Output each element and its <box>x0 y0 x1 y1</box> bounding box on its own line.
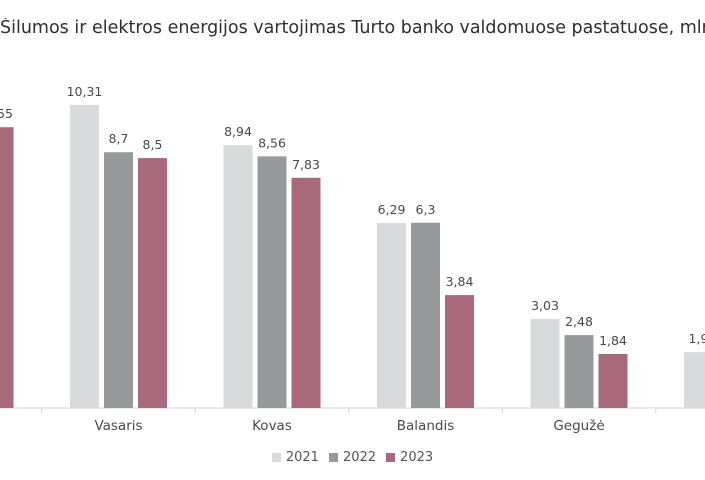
legend-swatch <box>328 453 338 462</box>
data-label: 8,94 <box>224 124 252 139</box>
x-tick-label: Kovas <box>252 418 292 434</box>
legend-item-2022: 2022 <box>328 450 377 465</box>
bar-2021-3 <box>377 223 406 408</box>
data-label: 8,5 <box>143 137 163 152</box>
bar-2021-5 <box>684 352 705 408</box>
bar-2022-2 <box>257 156 287 408</box>
data-label: 2,48 <box>565 314 593 329</box>
data-label: 9,55 <box>0 106 13 121</box>
bar-2023-1 <box>138 158 167 408</box>
x-tick-label: Balandis <box>397 418 454 434</box>
legend-label: 2021 <box>285 450 319 465</box>
legend-label: 2023 <box>400 450 434 465</box>
bar-2021-2 <box>223 145 253 408</box>
x-tick-label: Gegužė <box>553 418 604 434</box>
bar-2022-1 <box>104 152 133 408</box>
legend-item-2023: 2023 <box>386 450 433 465</box>
data-label: 8,7 <box>109 131 129 146</box>
legend-item-2021: 2021 <box>271 450 319 465</box>
chart-title: Šilumos ir elektros energijos vartojimas… <box>0 18 705 38</box>
data-label: 1,9 <box>689 331 705 346</box>
bar-2021-4 <box>530 318 560 408</box>
bar-2022-4 <box>564 335 594 408</box>
bar-2023-2 <box>291 177 321 408</box>
bar-2023-0 <box>0 127 14 408</box>
legend-swatch <box>271 453 281 462</box>
legend-label: 2022 <box>342 450 377 465</box>
data-label: 10,31 <box>67 84 103 99</box>
data-label: 7,83 <box>292 157 320 172</box>
x-tick-label: Vasaris <box>94 418 142 434</box>
data-label: 3,84 <box>446 274 474 289</box>
data-label: 6,29 <box>378 202 406 217</box>
data-label: 1,84 <box>599 333 627 348</box>
bar-2021-1 <box>70 104 99 409</box>
legend-swatch <box>386 453 396 462</box>
bar-2023-3 <box>445 295 474 408</box>
bar-2023-4 <box>598 353 628 408</box>
data-label: 8,56 <box>258 135 286 150</box>
chart-legend: 2021 2022 2023 <box>0 450 705 465</box>
bar-2022-3 <box>411 222 440 408</box>
data-label: 3,03 <box>531 298 559 313</box>
data-label: 6,3 <box>416 202 436 217</box>
